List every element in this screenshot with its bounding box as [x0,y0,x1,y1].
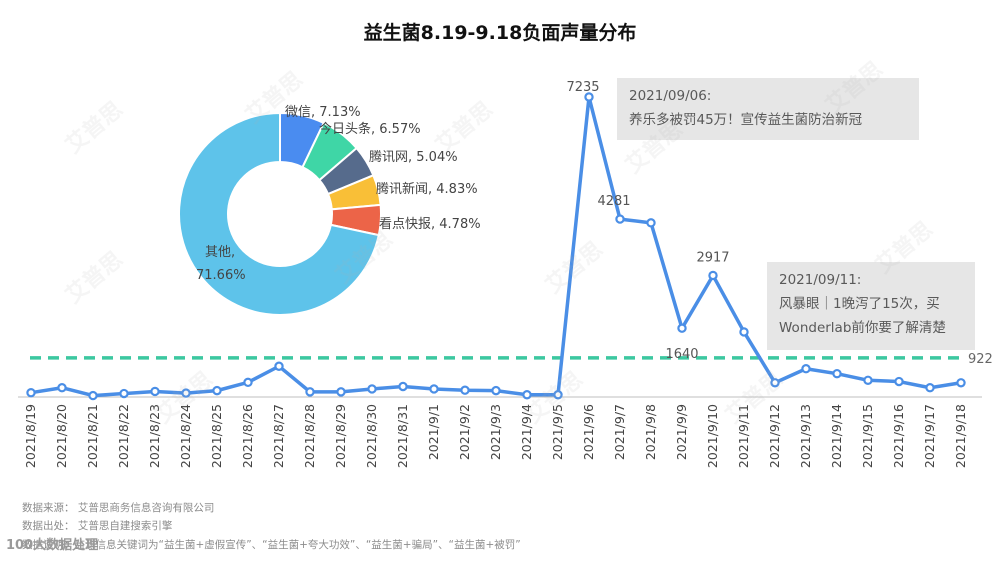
x-tick-label: 2021/9/5 [550,404,565,460]
chart-title: 益生菌8.19-9.18负面声量分布 [363,22,637,44]
data-point [801,364,811,374]
data-point [925,383,935,393]
donut-chart: 微信, 7.13%今日头条, 6.57% 腾讯网, 5.04% 腾讯新闻, 4.83… [178,105,481,316]
data-point [150,386,160,397]
donut-slice-label: 微信, 7.13% [285,105,361,120]
x-tick-label: 2021/9/9 [674,404,689,460]
data-point [491,385,501,396]
data-point [739,327,749,337]
x-tick-label: 2021/8/28 [302,404,317,468]
data-label: 4281 [597,194,630,209]
data-point [212,385,222,396]
x-tick-label: 2021/9/10 [705,404,720,468]
annotation-callout-0906: 2021/09/06: 养乐多被罚45万！宣传益生菌防治新冠 [617,78,919,140]
reference-line-label: 922 [968,352,993,367]
x-tick-label: 2021/9/11 [736,404,751,468]
x-tick-label: 2021/9/3 [488,404,503,460]
donut-slice-label: 今日头条, 6.57% [319,121,421,137]
data-point [832,368,842,379]
data-label: 2917 [696,250,729,265]
x-tick-label: 2021/9/8 [643,404,658,460]
x-tick-label: 2021/8/29 [333,404,348,468]
x-tick-label: 2021/8/22 [116,404,131,468]
data-point [863,375,873,385]
data-point [708,270,718,281]
data-point [615,214,625,224]
donut-slice-label: 71.66% [196,268,246,283]
data-point [522,390,532,400]
data-label: 1640 [665,347,698,362]
data-point [553,390,563,400]
x-tick-label: 2021/8/19 [23,404,38,468]
data-point [429,384,439,394]
data-point [119,388,129,399]
footer-note: 数据说明：监测信息关键词为“益生菌+虚假宣传”、“益生菌+夸大功效”、“益生菌+… [22,539,521,551]
data-point [460,385,470,395]
x-tick-label: 2021/9/2 [457,404,472,460]
x-tick-label: 2021/9/12 [767,404,782,468]
x-tick-label: 2021/9/17 [922,404,937,468]
callout-date: 2021/09/11: [779,272,862,288]
x-tick-label: 2021/8/27 [271,404,286,468]
x-tick-label: 2021/8/24 [178,404,193,468]
x-tick-label: 2021/9/7 [612,404,627,460]
x-tick-label: 2021/8/20 [54,404,69,468]
x-tick-label: 2021/9/4 [519,404,534,460]
x-tick-label: 2021/8/30 [364,404,379,468]
donut-slice [178,111,380,316]
data-point [398,381,408,392]
data-point [305,387,315,397]
data-point [956,378,966,388]
footer-origin: 数据出处： 艾普思自建搜索引擎 [22,520,173,532]
footer-source: 数据来源： 艾普思商务信息咨询有限公司 [22,502,215,514]
callout-text-line2: Wonderlab前你要了解清楚 [779,320,946,336]
x-tick-label: 2021/8/21 [85,404,100,468]
x-tick-label: 2021/8/31 [395,404,410,468]
data-point [646,218,656,228]
x-tick-label: 2021/9/13 [798,404,813,468]
callout-text-line1: 风暴眼｜1晚泻了15次，买 [779,296,940,312]
data-point [894,376,904,387]
data-label: 7235 [566,80,599,95]
x-tick-label: 2021/8/26 [240,404,255,468]
line-chart: 922 2021/8/19 2021/8/20 2021/8/21 2021/8/22 2… [18,80,993,468]
data-point [677,323,687,333]
data-point [181,388,191,398]
x-tick-label: 2021/9/18 [953,404,968,468]
x-tick-label: 2021/9/6 [581,404,596,460]
data-point [336,387,346,397]
callout-text: 养乐多被罚45万！宣传益生菌防治新冠 [629,112,863,128]
donut-slice-label: 腾讯新闻, 4.83% [376,181,478,197]
donut-slice-label: 看点快报, 4.78% [379,216,481,232]
x-tick-label: 2021/9/1 [426,404,441,460]
source-badge: 100大数据处理 [6,538,99,553]
data-point [26,387,36,398]
data-point [367,384,377,394]
data-point [274,361,284,371]
x-tick-label: 2021/9/14 [829,404,844,468]
series-line [30,95,962,398]
data-point [584,92,594,102]
annotation-callout-0911: 2021/09/11: 风暴眼｜1晚泻了15次，买 Wonderlab前你要了解… [767,262,975,350]
donut-slice-label: 其他, [205,245,235,260]
x-tick-label: 2021/8/25 [209,404,224,468]
x-tick-label: 2021/9/15 [860,404,875,468]
x-tick-label: 2021/8/23 [147,404,162,468]
data-point [88,390,98,401]
data-point [770,378,780,388]
data-point [57,383,67,393]
donut-slice-label: 腾讯网, 5.04% [369,149,458,165]
x-tick-label: 2021/9/16 [891,404,906,468]
callout-date: 2021/09/06: [629,88,712,104]
data-point [243,377,253,388]
